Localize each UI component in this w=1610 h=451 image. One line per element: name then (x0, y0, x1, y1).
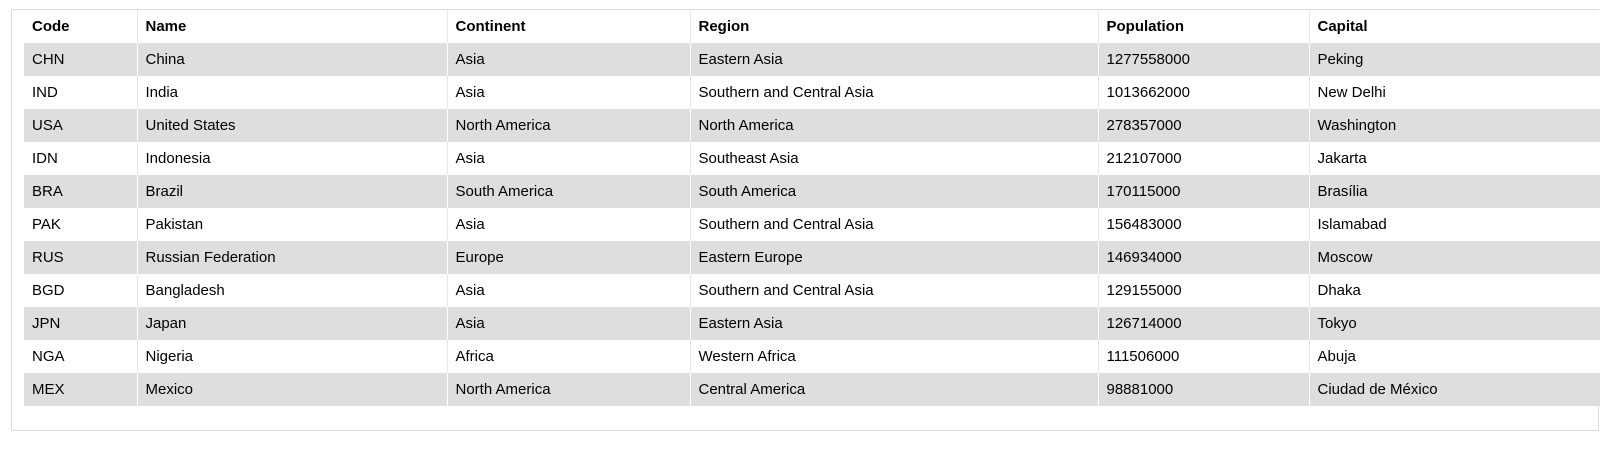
cell-continent: Asia (446, 274, 690, 307)
cell-population: 146934000 (1097, 241, 1309, 274)
cell-name: India (136, 76, 447, 109)
table-row[interactable]: IDN Indonesia Asia Southeast Asia 212107… (24, 142, 1600, 175)
column-header-population[interactable]: Population (1097, 10, 1309, 43)
cell-continent: South America (446, 175, 690, 208)
cell-name: Nigeria (136, 340, 447, 373)
cell-code: RUS (24, 241, 137, 274)
cell-population: 212107000 (1097, 142, 1309, 175)
cell-region: Southern and Central Asia (689, 76, 1098, 109)
cell-region: Eastern Asia (689, 43, 1098, 76)
cell-capital: Jakarta (1308, 142, 1600, 175)
table-header-row: Code Name Continent Region Population Ca… (24, 10, 1600, 43)
cell-code: IND (24, 76, 137, 109)
cell-continent: Asia (446, 307, 690, 340)
cell-capital: Moscow (1308, 241, 1600, 274)
table-row[interactable]: BGD Bangladesh Asia Southern and Central… (24, 274, 1600, 307)
cell-capital: Dhaka (1308, 274, 1600, 307)
table-panel: Code Name Continent Region Population Ca… (11, 9, 1600, 431)
cell-continent: Asia (446, 76, 690, 109)
column-header-code[interactable]: Code (24, 10, 137, 43)
cell-population: 98881000 (1097, 373, 1309, 406)
cell-name: Indonesia (136, 142, 447, 175)
cell-code: IDN (24, 142, 137, 175)
cell-region: Central America (689, 373, 1098, 406)
cell-region: Eastern Europe (689, 241, 1098, 274)
cell-name: United States (136, 109, 447, 142)
table-row[interactable]: NGA Nigeria Africa Western Africa 111506… (24, 340, 1600, 373)
cell-capital: Islamabad (1308, 208, 1600, 241)
cell-continent: Europe (446, 241, 690, 274)
cell-population: 278357000 (1097, 109, 1309, 142)
cell-capital: Abuja (1308, 340, 1600, 373)
cell-code: NGA (24, 340, 137, 373)
cell-code: JPN (24, 307, 137, 340)
cell-capital: Ciudad de México (1308, 373, 1600, 406)
cell-population: 1013662000 (1097, 76, 1309, 109)
table-row[interactable]: RUS Russian Federation Europe Eastern Eu… (24, 241, 1600, 274)
cell-name: China (136, 43, 447, 76)
cell-capital: Brasília (1308, 175, 1600, 208)
cell-name: Mexico (136, 373, 447, 406)
cell-capital: Tokyo (1308, 307, 1600, 340)
cell-code: PAK (24, 208, 137, 241)
cell-code: USA (24, 109, 137, 142)
cell-name: Pakistan (136, 208, 447, 241)
table-row[interactable]: PAK Pakistan Asia Southern and Central A… (24, 208, 1600, 241)
cell-capital: Washington (1308, 109, 1600, 142)
cell-region: North America (689, 109, 1098, 142)
table-row[interactable]: BRA Brazil South America South America 1… (24, 175, 1600, 208)
cell-region: South America (689, 175, 1098, 208)
cell-continent: Asia (446, 43, 690, 76)
cell-code: MEX (24, 373, 137, 406)
table-row[interactable]: JPN Japan Asia Eastern Asia 126714000 To… (24, 307, 1600, 340)
cell-continent: North America (446, 373, 690, 406)
column-header-region[interactable]: Region (689, 10, 1098, 43)
cell-code: CHN (24, 43, 137, 76)
cell-code: BRA (24, 175, 137, 208)
cell-population: 170115000 (1097, 175, 1309, 208)
cell-name: Brazil (136, 175, 447, 208)
table-row[interactable]: USA United States North America North Am… (24, 109, 1600, 142)
cell-population: 129155000 (1097, 274, 1309, 307)
cell-region: Southern and Central Asia (689, 274, 1098, 307)
cell-population: 111506000 (1097, 340, 1309, 373)
table-row[interactable]: MEX Mexico North America Central America… (24, 373, 1600, 406)
cell-continent: Africa (446, 340, 690, 373)
cell-region: Western Africa (689, 340, 1098, 373)
countries-table: Code Name Continent Region Population Ca… (24, 10, 1600, 406)
cell-code: BGD (24, 274, 137, 307)
cell-continent: Asia (446, 208, 690, 241)
cell-population: 1277558000 (1097, 43, 1309, 76)
cell-region: Southeast Asia (689, 142, 1098, 175)
cell-population: 156483000 (1097, 208, 1309, 241)
cell-name: Russian Federation (136, 241, 447, 274)
column-header-name[interactable]: Name (136, 10, 447, 43)
cell-continent: North America (446, 109, 690, 142)
cell-name: Japan (136, 307, 447, 340)
column-header-continent[interactable]: Continent (446, 10, 690, 43)
table-row[interactable]: IND India Asia Southern and Central Asia… (24, 76, 1600, 109)
cell-continent: Asia (446, 142, 690, 175)
table-row[interactable]: CHN China Asia Eastern Asia 1277558000 P… (24, 43, 1600, 76)
column-header-capital[interactable]: Capital (1308, 10, 1600, 43)
cell-population: 126714000 (1097, 307, 1309, 340)
cell-name: Bangladesh (136, 274, 447, 307)
cell-capital: Peking (1308, 43, 1600, 76)
cell-region: Eastern Asia (689, 307, 1098, 340)
cell-capital: New Delhi (1308, 76, 1600, 109)
cell-region: Southern and Central Asia (689, 208, 1098, 241)
